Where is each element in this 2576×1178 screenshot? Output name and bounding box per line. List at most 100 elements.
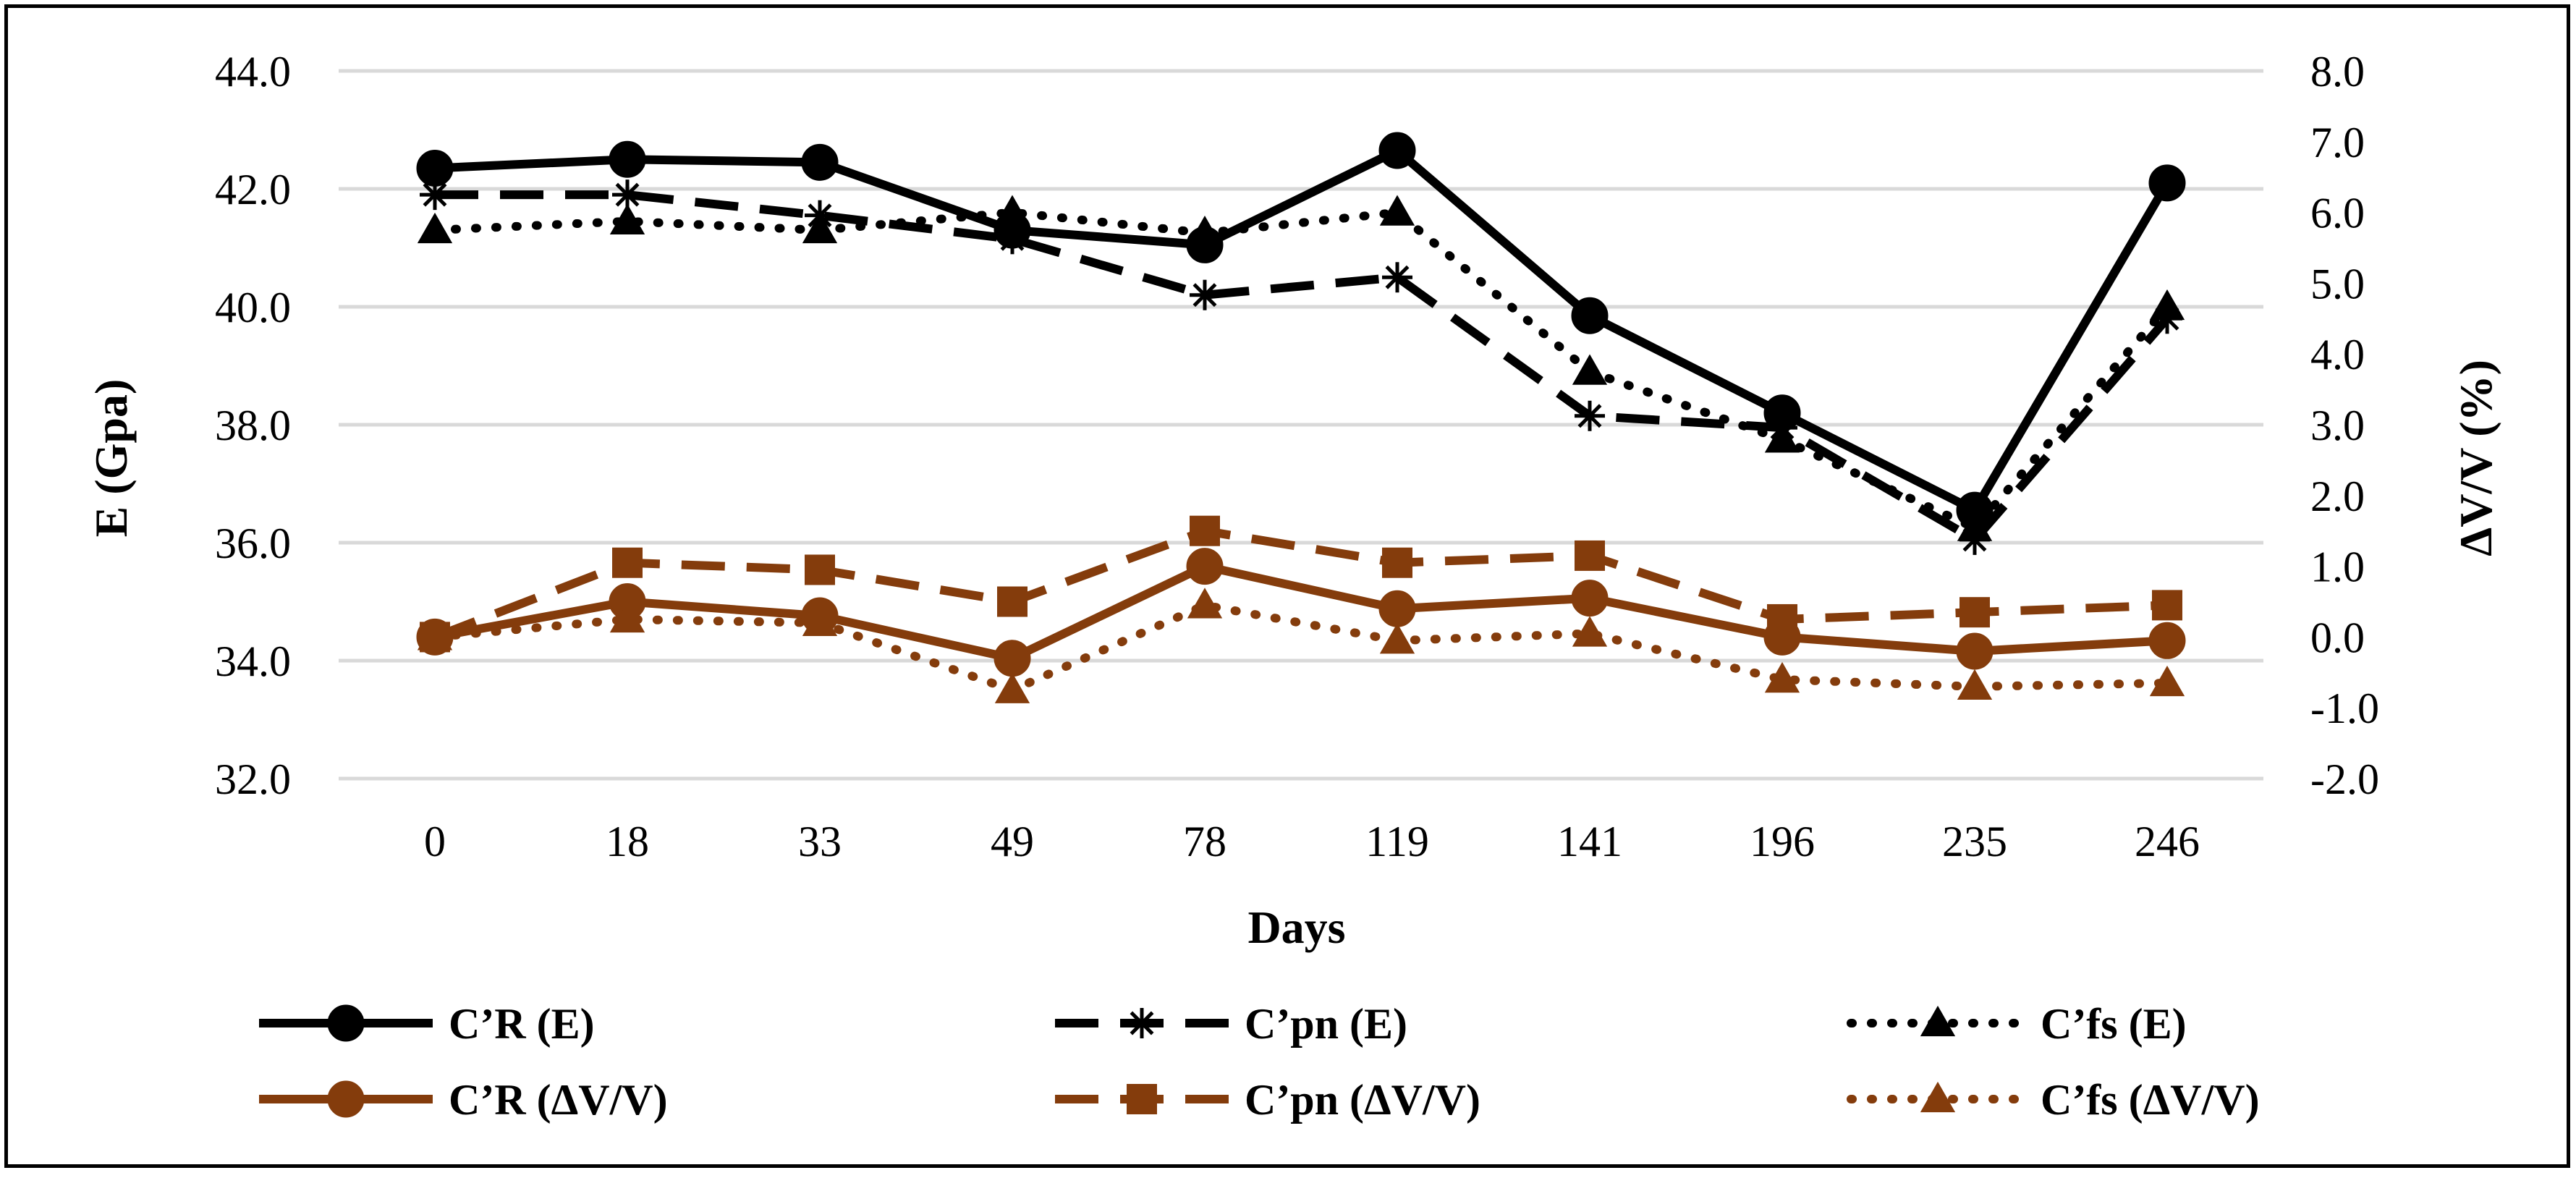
data-point (609, 203, 645, 234)
data-point (1378, 132, 1416, 169)
gridlines (339, 69, 2263, 781)
right-y-tick-label: 5.0 (2310, 260, 2365, 308)
left-y-tick-label: 32.0 (215, 755, 291, 803)
data-point (1572, 616, 1608, 647)
data-point (801, 143, 839, 181)
legend-label: C’pn (E) (1245, 1000, 1407, 1048)
data-point (1186, 548, 1224, 585)
legend-marker (1127, 1008, 1157, 1038)
data-point (2149, 665, 2185, 697)
data-point (1190, 515, 1220, 546)
right-y-tick-label: -1.0 (2310, 685, 2379, 732)
x-axis-ticks: 0 18 33 49 78 119 141 196 235 246 (424, 818, 2200, 865)
legend-marker (1920, 1081, 1956, 1113)
data-point (1956, 632, 1994, 670)
data-point (1767, 603, 1797, 635)
x-tick-label: 78 (1183, 818, 1226, 865)
data-point (997, 586, 1028, 617)
x-axis-title: Days (1247, 902, 1345, 953)
data-point (1575, 540, 1605, 571)
right-y-tick-label: 2.0 (2310, 473, 2365, 520)
right-y-tick-label: 6.0 (2310, 190, 2365, 237)
data-point (1190, 279, 1220, 310)
series-layer (416, 132, 2186, 703)
legend-marker (327, 1004, 365, 1042)
x-tick-label: 49 (991, 818, 1034, 865)
left-y-tick-label: 40.0 (215, 284, 291, 331)
data-point (1575, 400, 1605, 431)
data-point (612, 547, 643, 578)
data-point (1957, 510, 1993, 541)
right-y-tick-label: -2.0 (2310, 755, 2379, 803)
series-line-2 (435, 190, 2171, 544)
data-point (1959, 597, 1990, 628)
data-point (1764, 422, 1800, 453)
legend-item-1: C’R (E) (259, 1000, 595, 1048)
legend-label: C’fs (E) (2041, 1000, 2187, 1048)
series-line-5 (433, 526, 2168, 641)
right-y-axis-title: ΔV/V (%) (2450, 360, 2501, 556)
x-tick-label: 119 (1365, 818, 1429, 865)
data-point (2148, 622, 2186, 659)
data-point (802, 605, 838, 636)
x-tick-label: 141 (1557, 818, 1622, 865)
legend-marker (1920, 1005, 1956, 1037)
data-point (420, 179, 450, 211)
data-point (1379, 623, 1415, 654)
x-tick-label: 235 (1942, 818, 2007, 865)
series-line-3 (431, 208, 2172, 533)
data-point (1571, 297, 1609, 334)
data-point (1187, 215, 1223, 247)
data-point (2148, 164, 2186, 202)
legend-item-2: C’pn (E) (1055, 1000, 1407, 1048)
x-tick-label: 196 (1750, 818, 1815, 865)
legend-item-6: C’fs (ΔV/V) (1847, 1076, 2260, 1124)
data-point (1382, 262, 1412, 293)
data-point (997, 224, 1028, 255)
legend-marker (1127, 1084, 1157, 1114)
legend-label: C’R (ΔV/V) (449, 1076, 668, 1124)
data-point (1379, 195, 1415, 226)
legend-item-3: C’fs (E) (1847, 1000, 2187, 1048)
data-point (993, 640, 1031, 677)
legend-item-5: C’pn (ΔV/V) (1055, 1076, 1480, 1124)
data-point (994, 672, 1030, 703)
data-point (609, 140, 646, 178)
data-point (609, 601, 645, 633)
data-point (802, 212, 838, 244)
right-y-tick-label: 4.0 (2310, 331, 2365, 378)
x-tick-label: 33 (798, 818, 842, 865)
series-line-1 (434, 146, 2172, 515)
data-point (1382, 547, 1412, 578)
right-y-tick-label: 3.0 (2310, 402, 2365, 449)
data-point (1764, 661, 1800, 693)
right-y-tick-label: 1.0 (2310, 543, 2365, 591)
data-point (805, 554, 835, 585)
x-tick-label: 246 (2135, 818, 2200, 865)
left-y-tick-label: 42.0 (215, 166, 291, 213)
right-y-tick-label: 8.0 (2310, 48, 2365, 96)
data-point (994, 195, 1030, 226)
legend: C’R (E) C’pn (E) C’fs (E) C’R (ΔV/V) C’pn (Δ… (259, 1000, 2260, 1124)
data-point (1572, 354, 1608, 385)
legend-label: C’pn (ΔV/V) (1245, 1076, 1480, 1124)
left-y-tick-label: 34.0 (215, 637, 291, 685)
series-line-4 (433, 562, 2168, 663)
data-point (417, 619, 453, 651)
left-y-tick-label: 44.0 (215, 48, 291, 96)
legend-item-4: C’R (ΔV/V) (259, 1076, 668, 1124)
legend-label: C’fs (ΔV/V) (2041, 1076, 2260, 1124)
data-point (1957, 669, 1993, 700)
left-y-tick-label: 38.0 (215, 402, 291, 449)
data-point (612, 179, 643, 211)
data-point (1571, 580, 1609, 617)
legend-label: C’R (E) (449, 1000, 595, 1048)
right-y-tick-label: 7.0 (2310, 119, 2365, 166)
x-tick-label: 18 (606, 818, 649, 865)
data-point (2152, 590, 2182, 621)
legend-marker (327, 1080, 365, 1118)
left-y-axis-title: E (Gpa) (85, 379, 137, 538)
x-tick-label: 0 (424, 818, 446, 865)
left-y-axis-ticks: 32.0 34.0 36.0 38.0 40.0 42.0 44.0 (215, 48, 291, 803)
